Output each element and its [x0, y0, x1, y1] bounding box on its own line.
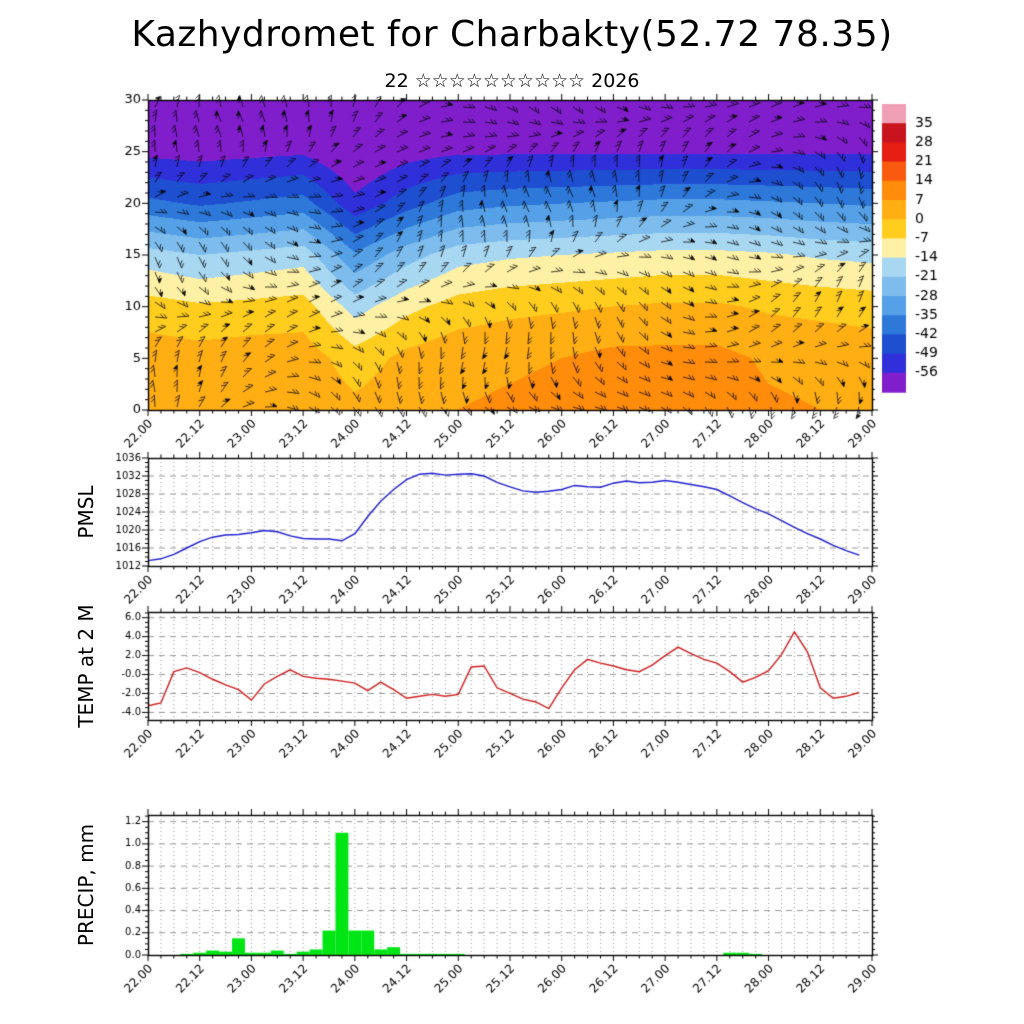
cross-section-chart — [90, 90, 990, 458]
pmsl-chart — [100, 450, 910, 620]
page-title: Kazhydromet for Charbakty(52.72 78.35) — [131, 14, 893, 55]
pmsl-axis-title: PMSL — [74, 485, 98, 539]
precip-chart — [100, 806, 910, 1016]
date-subtitle: 22 ☆☆☆☆☆☆☆☆☆☆ 2026 — [384, 70, 640, 92]
temp-chart — [100, 603, 910, 773]
temp-axis-title: TEMP at 2 M — [74, 604, 98, 728]
precip-axis-title: PRECIP, mm — [74, 823, 98, 947]
